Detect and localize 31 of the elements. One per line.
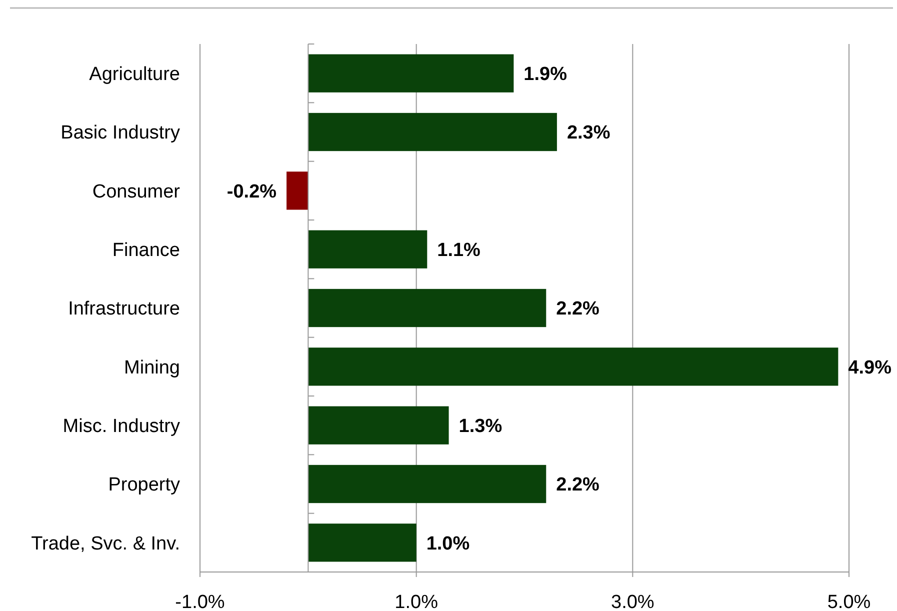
data-label: 2.2% bbox=[556, 474, 600, 496]
bar bbox=[308, 464, 546, 504]
bar bbox=[308, 230, 428, 268]
bar bbox=[308, 288, 546, 328]
x-tick-label: 5.0% bbox=[827, 592, 871, 611]
data-label: 1.3% bbox=[458, 416, 502, 437]
data-label: 2.2% bbox=[556, 298, 600, 320]
bar bbox=[308, 112, 557, 152]
y-tick-label: Basic Industry bbox=[60, 122, 180, 144]
y-tick-label: Consumer bbox=[92, 181, 181, 202]
data-label: -0.2% bbox=[226, 181, 277, 202]
y-tick-label: Misc. Industry bbox=[62, 416, 180, 437]
y-tick-label: Trade, Svc. & Inv. bbox=[31, 533, 180, 554]
bar bbox=[286, 172, 308, 210]
x-tick-label: 1.0% bbox=[394, 592, 438, 611]
y-tick-label: Finance bbox=[112, 240, 180, 261]
x-tick-label: -1.0% bbox=[175, 592, 225, 611]
data-label: 1.1% bbox=[437, 240, 481, 261]
data-label: 2.3% bbox=[566, 122, 610, 144]
y-tick-label: Mining bbox=[124, 357, 180, 378]
data-label: 1.0% bbox=[426, 533, 470, 554]
y-tick-label: Infrastructure bbox=[68, 298, 180, 320]
bar bbox=[308, 406, 449, 444]
bar bbox=[308, 348, 838, 386]
y-tick-label: Agriculture bbox=[89, 64, 180, 85]
bar bbox=[308, 524, 416, 562]
bar bbox=[308, 54, 514, 92]
x-tick-label: 3.0% bbox=[611, 592, 654, 611]
data-label: 4.9% bbox=[848, 357, 892, 378]
data-label: 1.9% bbox=[524, 64, 568, 85]
y-tick-label: Property bbox=[108, 474, 180, 496]
